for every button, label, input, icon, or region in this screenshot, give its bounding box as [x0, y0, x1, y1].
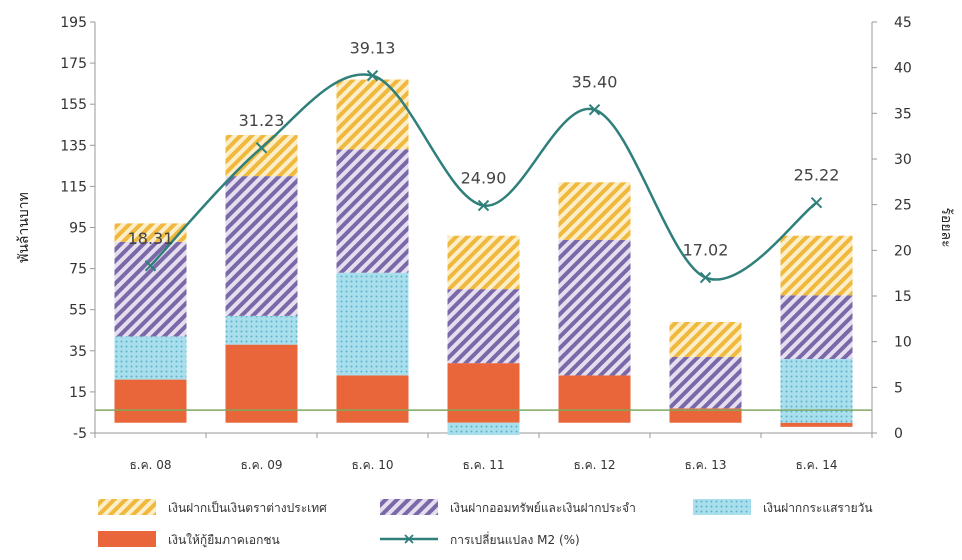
bar-segment — [669, 408, 742, 423]
left-tick-label: 35 — [69, 344, 87, 360]
line-point-marker — [810, 196, 823, 209]
left-tick-label: -5 — [73, 426, 87, 442]
line-point-marker — [144, 260, 157, 272]
line-point-marker — [366, 69, 379, 82]
left-tick-label: 115 — [60, 179, 87, 195]
left-tick-label: 75 — [69, 262, 87, 278]
bar-segment — [447, 363, 520, 423]
legend-label: เงินฝากกระแสรายวัน — [763, 501, 873, 515]
bar-segment — [780, 422, 853, 427]
y-left-axis-title: พันล้านบาท — [16, 192, 32, 263]
line-series-group: 18.31 31.23 39.13 24.90 35.40 17.02 25.22 — [128, 39, 840, 284]
bar-segment — [336, 149, 409, 273]
right-tick-label: 30 — [894, 152, 912, 168]
x-tick-label: ธ.ค. 14 — [795, 458, 837, 472]
legend-swatch — [98, 499, 156, 515]
legend-swatch — [380, 499, 438, 515]
bar-segment — [780, 235, 853, 296]
bar-segment — [225, 344, 298, 423]
right-tick-label: 40 — [894, 61, 912, 77]
line-data-label: 35.40 — [572, 73, 618, 92]
y-right-axis-title: ร้อยละ — [938, 207, 954, 247]
bar-segment — [336, 79, 409, 150]
bar-segment — [336, 375, 409, 423]
bar-segment — [225, 315, 298, 345]
line-data-label: 17.02 — [683, 241, 729, 260]
x-tick-label: ธ.ค. 13 — [684, 458, 726, 472]
legend-label: เงินให้กู้ยืมภาคเอกชน — [168, 533, 280, 548]
right-tick-label: 5 — [894, 380, 903, 396]
bar-segment — [447, 422, 520, 436]
bars-group — [114, 79, 853, 436]
left-tick-label: 95 — [69, 221, 87, 237]
right-tick-label: 15 — [894, 289, 912, 305]
bar-segment — [447, 235, 520, 290]
line-data-label: 39.13 — [350, 39, 396, 58]
bar-segment — [669, 356, 742, 409]
right-tick-label: 10 — [894, 335, 912, 351]
bar-segment — [114, 336, 187, 380]
bar-segment — [225, 176, 298, 316]
legend-swatch — [98, 531, 156, 547]
x-tick-label: ธ.ค. 10 — [351, 458, 393, 472]
legend-label: เงินฝากออมทรัพย์และเงินฝากประจำ — [450, 501, 636, 515]
x-tick-label: ธ.ค. 08 — [129, 458, 171, 472]
left-tick-label: 55 — [69, 303, 87, 319]
bar-segment — [114, 379, 187, 423]
bar-segment — [336, 272, 409, 376]
legend: เงินฝากเป็นเงินตราต่างประเทศ เงินฝากออมทร… — [98, 499, 873, 548]
bar-segment — [225, 135, 298, 177]
line-data-label: 24.90 — [461, 169, 507, 188]
bar-segment — [780, 359, 853, 423]
bar-segment — [114, 223, 187, 242]
left-tick-label: 135 — [60, 138, 87, 154]
x-tick-label: ธ.ค. 09 — [240, 458, 282, 472]
axes-group: 1951751551351159575553515-54540353025201… — [16, 15, 954, 472]
bar-segment — [669, 322, 742, 357]
bar-segment — [780, 295, 853, 360]
bar-segment — [558, 375, 631, 423]
left-tick-label: 155 — [60, 97, 87, 113]
bar-segment — [114, 241, 187, 337]
line-data-label: 31.23 — [239, 111, 285, 130]
x-tick-label: ธ.ค. 12 — [573, 458, 615, 472]
left-tick-label: 195 — [60, 15, 87, 31]
right-tick-label: 0 — [894, 426, 903, 442]
line-point-marker — [699, 271, 712, 284]
legend-line-marker — [404, 534, 414, 544]
line-point-marker — [588, 103, 601, 116]
legend-label: เงินฝากเป็นเงินตราต่างประเทศ — [168, 500, 327, 515]
legend-label: การเปลี่ยนแปลง M2 (%) — [450, 531, 580, 547]
line-point-marker — [477, 199, 490, 212]
line-point-marker — [255, 142, 268, 154]
line-data-label: 18.31 — [128, 229, 174, 248]
legend-swatch — [693, 499, 751, 515]
bar-segment — [558, 182, 631, 240]
bar-segment — [558, 239, 631, 376]
right-tick-label: 25 — [894, 198, 912, 214]
left-tick-label: 175 — [60, 56, 87, 72]
right-tick-label: 45 — [894, 15, 912, 31]
bar-segment — [447, 289, 520, 364]
line-data-label: 25.22 — [794, 166, 840, 185]
right-tick-label: 35 — [894, 106, 912, 122]
x-tick-label: ธ.ค. 11 — [462, 458, 504, 472]
left-tick-label: 15 — [69, 385, 87, 401]
right-tick-label: 20 — [894, 243, 912, 259]
